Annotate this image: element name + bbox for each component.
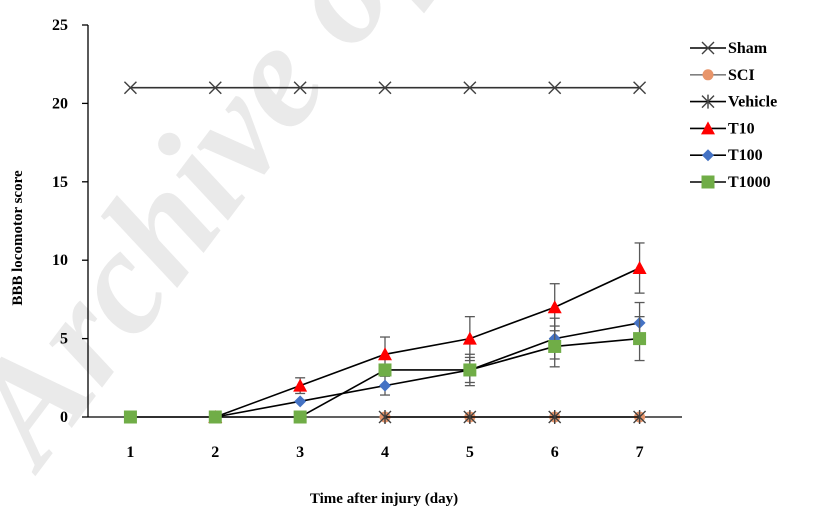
x-tick-label: 7 [636, 444, 644, 461]
data-point [378, 347, 392, 361]
watermark: Archive of SID [0, 0, 628, 496]
x-tick-label: 6 [551, 444, 559, 461]
data-point [462, 331, 477, 345]
x-tick-label: 2 [211, 444, 219, 461]
data-point [547, 300, 562, 314]
data-point [548, 81, 562, 95]
series-vehicle [378, 410, 647, 424]
data-point [633, 332, 647, 346]
y-tick-label: 20 [52, 95, 68, 112]
series-t1000 [123, 315, 647, 424]
x-tick-label: 5 [466, 444, 474, 461]
y-tick-label: 15 [52, 174, 68, 191]
legend-label: T1000 [728, 174, 771, 191]
legend-item-t10: T10 [690, 120, 755, 137]
y-tick-label: 25 [52, 17, 68, 34]
data-point [293, 81, 307, 95]
x-tick-label: 1 [126, 444, 134, 461]
x-tick-label: 4 [381, 444, 389, 461]
legend-marker [701, 41, 715, 55]
legend-label: T100 [728, 147, 763, 164]
y-axis-title: BBB locomotor score [10, 170, 26, 306]
data-point [463, 410, 477, 424]
y-tick-label: 0 [60, 409, 68, 426]
legend-label: SCI [728, 67, 755, 84]
data-point [293, 378, 308, 392]
legend-item-t100: T100 [690, 147, 763, 164]
legend-marker [702, 149, 714, 162]
x-tick-labels: 1 2 3 4 5 6 7 [126, 444, 643, 461]
data-point [632, 261, 647, 275]
data-point [633, 410, 647, 424]
series-line [215, 322, 640, 418]
series-layer [123, 81, 647, 424]
data-point [378, 410, 392, 424]
legend-item-vehicle: Vehicle [690, 94, 777, 111]
data-point [293, 410, 307, 424]
series-t100 [209, 301, 646, 423]
data-point [548, 339, 562, 353]
data-point [294, 395, 307, 408]
legend-label: Vehicle [728, 94, 777, 111]
data-point [463, 363, 477, 377]
legend-marker [701, 121, 715, 135]
legend-item-t1000: T1000 [690, 174, 771, 191]
data-point [379, 379, 391, 392]
data-point [548, 410, 562, 424]
data-point [463, 81, 477, 95]
data-point [378, 363, 392, 377]
legend-item-sci: SCI [690, 67, 755, 84]
data-point [633, 81, 647, 95]
data-point [208, 81, 222, 95]
legend-label: Sham [728, 40, 768, 57]
x-tick-label: 3 [296, 444, 304, 461]
legend-marker [702, 69, 714, 81]
y-tick-label: 5 [60, 331, 68, 348]
legend-marker [701, 175, 715, 189]
legend-item-sham: Sham [690, 40, 768, 57]
data-point [123, 410, 137, 424]
x-axis-title: Time after injury (day) [310, 491, 458, 507]
data-point [208, 410, 222, 424]
data-point [123, 81, 137, 95]
y-tick-label: 10 [52, 252, 68, 269]
data-point [378, 81, 392, 95]
series-sham [123, 81, 647, 95]
series-line [215, 267, 640, 418]
legend-label: T10 [728, 120, 755, 137]
legend: Sham SCI Vehicle T10 T100 T1000 [690, 40, 777, 191]
y-tick-labels: 0 5 10 15 20 25 [52, 17, 68, 426]
legend-marker [701, 94, 715, 109]
